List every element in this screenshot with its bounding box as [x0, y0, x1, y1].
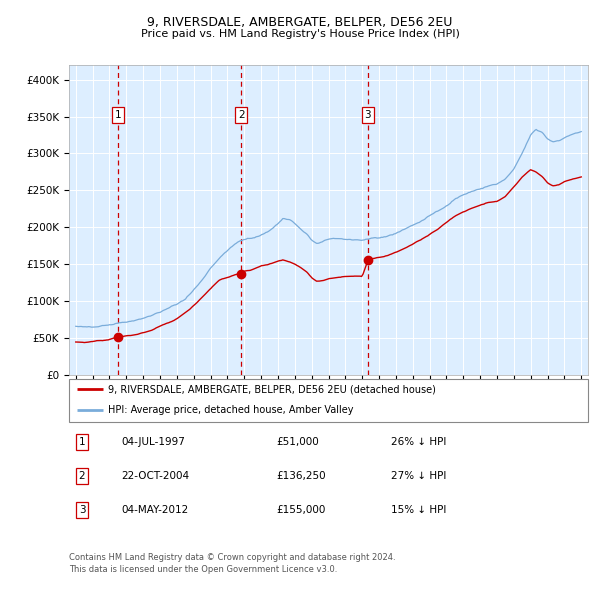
Text: 26% ↓ HPI: 26% ↓ HPI: [391, 437, 446, 447]
FancyBboxPatch shape: [69, 379, 588, 422]
Text: 9, RIVERSDALE, AMBERGATE, BELPER, DE56 2EU: 9, RIVERSDALE, AMBERGATE, BELPER, DE56 2…: [148, 16, 452, 29]
Text: Price paid vs. HM Land Registry's House Price Index (HPI): Price paid vs. HM Land Registry's House …: [140, 30, 460, 39]
Text: This data is licensed under the Open Government Licence v3.0.: This data is licensed under the Open Gov…: [69, 565, 337, 574]
Text: £155,000: £155,000: [277, 506, 326, 515]
Text: 2: 2: [238, 110, 245, 120]
Text: Contains HM Land Registry data © Crown copyright and database right 2024.: Contains HM Land Registry data © Crown c…: [69, 553, 395, 562]
Text: £136,250: £136,250: [277, 471, 326, 481]
Text: 1: 1: [79, 437, 85, 447]
Text: 3: 3: [79, 506, 85, 515]
Text: 1: 1: [115, 110, 121, 120]
Text: 9, RIVERSDALE, AMBERGATE, BELPER, DE56 2EU (detached house): 9, RIVERSDALE, AMBERGATE, BELPER, DE56 2…: [108, 384, 436, 394]
Text: 3: 3: [364, 110, 371, 120]
Text: £51,000: £51,000: [277, 437, 319, 447]
Text: 15% ↓ HPI: 15% ↓ HPI: [391, 506, 446, 515]
Text: 22-OCT-2004: 22-OCT-2004: [121, 471, 189, 481]
Text: 27% ↓ HPI: 27% ↓ HPI: [391, 471, 446, 481]
Text: 2: 2: [79, 471, 85, 481]
Text: 04-JUL-1997: 04-JUL-1997: [121, 437, 185, 447]
Text: HPI: Average price, detached house, Amber Valley: HPI: Average price, detached house, Ambe…: [108, 405, 353, 415]
Text: 04-MAY-2012: 04-MAY-2012: [121, 506, 188, 515]
